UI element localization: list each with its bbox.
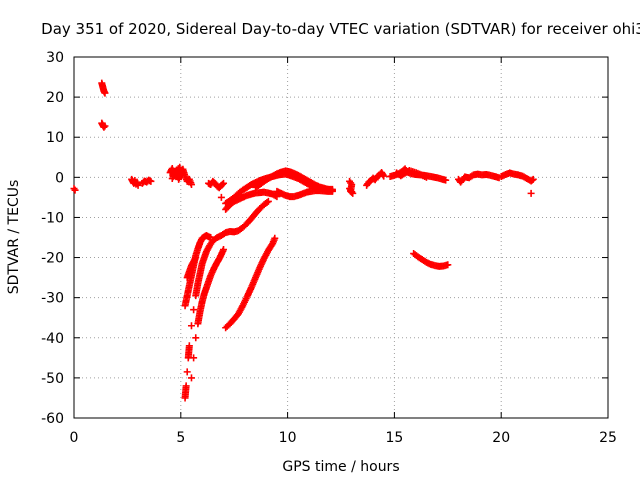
chart-title: Day 351 of 2020, Sidereal Day-to-day VTE… [41, 20, 640, 38]
data-point [70, 185, 78, 193]
data-point [147, 177, 155, 185]
data-point [264, 197, 272, 205]
series-seg-3.4 [138, 176, 155, 187]
data-point [422, 173, 430, 181]
series-seg-15-17 [386, 165, 450, 184]
y-tick-label: -40 [41, 331, 64, 347]
y-tick-label: -10 [41, 210, 64, 226]
data-point [527, 189, 535, 197]
data-point [220, 246, 228, 254]
data-point [217, 193, 225, 201]
data-point [271, 192, 279, 200]
series-seg-18-20 [454, 170, 503, 186]
grid [74, 57, 608, 418]
y-tick-label: 30 [46, 50, 64, 66]
data-point [380, 172, 388, 180]
series-arc-17 [410, 250, 452, 270]
data-point [183, 368, 191, 376]
series-seg-6.5 [205, 177, 228, 201]
series-arc-a [222, 188, 281, 213]
series-arc-d [273, 187, 336, 201]
data-point [187, 374, 195, 382]
data-point [442, 176, 450, 184]
data-point [71, 186, 79, 194]
series-seg-13 [346, 177, 357, 197]
series-arc-c [252, 167, 336, 195]
data-point [207, 234, 215, 241]
data-point [100, 123, 108, 131]
x-tick-label: 0 [70, 430, 79, 446]
data-points [70, 79, 537, 402]
data-point [190, 354, 198, 362]
plot-frame [73, 56, 609, 419]
x-tick-label: 25 [599, 430, 617, 446]
data-point [190, 306, 198, 314]
y-axis-label: SDTVAR / TECUs [6, 180, 22, 295]
data-point [346, 185, 354, 193]
data-point [192, 254, 200, 262]
x-tick-label: 5 [176, 430, 185, 446]
x-tick-label: 20 [492, 430, 510, 446]
data-point [187, 181, 195, 189]
series-seg-14 [363, 169, 388, 189]
y-tick-label: -50 [41, 371, 64, 387]
y-tick-label: 20 [46, 90, 64, 106]
series-seg-high [98, 79, 109, 131]
data-point [444, 261, 452, 269]
series-desc-1 [181, 197, 272, 402]
data-point [263, 198, 271, 206]
data-point [176, 163, 184, 171]
x-tick-label: 10 [279, 430, 297, 446]
data-point [528, 176, 536, 184]
series-desc-5 [222, 234, 279, 332]
y-tick-label: -60 [41, 411, 64, 427]
data-point [220, 179, 228, 187]
data-point [185, 342, 193, 350]
y-tick-label: 10 [46, 130, 64, 146]
data-point [529, 175, 537, 183]
series-seg-4.8 [166, 163, 195, 189]
data-point [101, 89, 109, 97]
x-tick-label: 15 [385, 430, 403, 446]
series-seg-start [70, 185, 79, 194]
axis-ticks: 0 5 10 15 20 25 -60 -50 -40 -30 -20 -10 0 10 20 30 [41, 50, 617, 446]
x-axis-label: GPS time / hours [282, 459, 399, 475]
data-point [271, 234, 279, 242]
y-tick-label: -20 [41, 251, 64, 267]
series-seg-20-21 [497, 169, 537, 197]
y-tick-label: 0 [55, 170, 64, 186]
data-point [218, 180, 226, 188]
data-point [187, 322, 195, 330]
series-desc-3 [183, 254, 200, 282]
data-point [192, 334, 200, 342]
series-desc-4 [187, 246, 228, 382]
series-seg-2.8 [128, 175, 142, 189]
data-point [174, 165, 182, 173]
data-point [101, 122, 109, 130]
y-tick-label: -30 [41, 291, 64, 307]
data-point [328, 187, 336, 195]
data-point [134, 181, 142, 189]
data-point [182, 382, 190, 390]
